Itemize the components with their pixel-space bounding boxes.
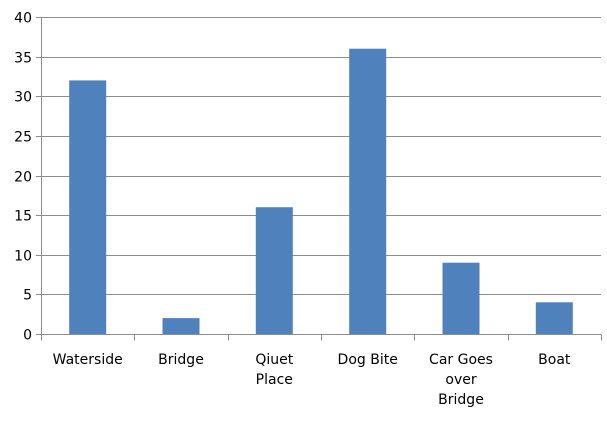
y-tick-label: 5 [23,288,32,304]
y-tick-label: 15 [14,209,32,225]
bar [349,48,387,334]
x-category-label: Waterside [53,352,123,368]
x-category-label: Dog Bite [338,352,398,368]
bar [535,302,573,334]
x-category-label: Boat [538,352,571,368]
y-tick-label: 10 [14,249,32,265]
x-category-label: over [445,372,476,388]
y-tick-label: 40 [14,11,32,27]
y-axis: 0 5 10 15 20 25 30 35 40 [14,11,42,344]
x-category-label: Place [256,372,293,388]
y-tick-label: 0 [23,328,32,344]
gridlines [41,17,601,295]
x-category-label: Car Goes [429,352,493,368]
x-axis: Waterside Bridge Qiuet Place Dog Bite Car Goe… [41,334,602,408]
x-category-label: Qiuet [255,352,293,368]
bar [442,262,480,334]
bar [162,318,200,334]
bar [255,207,293,334]
x-category-label: Bridge [438,392,484,408]
y-tick-label: 25 [14,130,32,146]
x-category-label: Bridge [158,352,204,368]
bars [69,48,573,335]
y-tick-label: 35 [14,51,32,67]
y-tick-label: 20 [14,170,32,186]
bar [69,80,107,335]
y-tick-label: 30 [14,90,32,106]
